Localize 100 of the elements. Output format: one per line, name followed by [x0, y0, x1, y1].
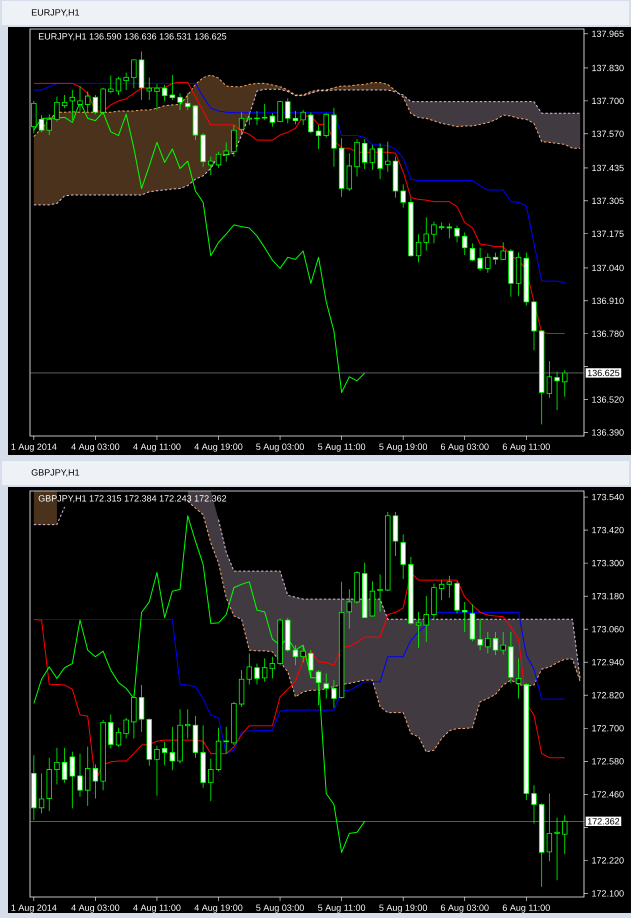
candlestick [185, 92, 190, 110]
x-tick-label: 6 Aug 03:00 [440, 444, 489, 452]
y-tick-label: 137.965 [592, 30, 624, 37]
candlestick [500, 242, 506, 260]
candlestick [377, 143, 383, 180]
chart-subtitle: GBPJPY,H1 172.315 172.384 172.243 172.362 [38, 495, 226, 503]
candlestick [224, 726, 229, 754]
candlestick [216, 151, 222, 168]
candlestick [470, 242, 476, 262]
candlestick [531, 784, 537, 824]
candlestick [92, 94, 98, 115]
candlestick [400, 184, 406, 208]
candlestick [185, 708, 190, 739]
candlestick [346, 588, 352, 630]
candlestick [370, 144, 376, 170]
candlestick [170, 726, 176, 770]
candlestick [208, 156, 214, 176]
candlestick [346, 152, 352, 192]
candlestick [162, 741, 168, 766]
candlestick [170, 74, 176, 100]
candlestick [54, 747, 60, 785]
candlestick [554, 371, 560, 411]
candlestick [546, 360, 552, 398]
y-tick-label: 137.435 [592, 164, 624, 172]
candlestick [77, 753, 83, 798]
x-tick-label: 4 Aug 03:00 [71, 904, 120, 913]
y-tick-label: 172.460 [592, 791, 624, 798]
candlestick [331, 680, 337, 708]
candlestick [385, 141, 390, 172]
candlestick [116, 727, 122, 748]
y-tick-label: 137.175 [592, 230, 624, 237]
candlestick [208, 758, 214, 802]
candlestick [462, 602, 468, 632]
candlestick [377, 574, 383, 612]
candlestick [324, 673, 329, 699]
y-tick-label: 173.420 [592, 526, 624, 534]
ref-line-label: 172.362 [588, 818, 620, 824]
x-tick-label: 4 Aug 19:00 [194, 444, 242, 452]
candlestick [554, 817, 560, 881]
candlestick [362, 138, 368, 170]
candlestick [108, 714, 114, 749]
candlestick [431, 221, 437, 244]
candlestick [316, 124, 322, 150]
y-tick-label: 172.700 [592, 725, 624, 732]
x-tick-label: 5 Aug 03:00 [256, 444, 304, 452]
candlestick [70, 751, 76, 809]
candlestick [477, 247, 483, 272]
candlestick [146, 77, 152, 100]
candlestick [238, 112, 244, 136]
y-tick-label: 172.940 [592, 659, 624, 666]
candlestick [123, 72, 129, 90]
candlestick [92, 764, 98, 799]
candlestick [154, 745, 160, 796]
candlestick [108, 75, 114, 94]
candlestick [292, 644, 298, 666]
candlestick [154, 84, 160, 110]
x-tick-label: 5 Aug 03:00 [256, 904, 304, 913]
candlestick [285, 98, 290, 124]
y-tick-label: 137.040 [592, 264, 624, 272]
y-tick-label: 136.390 [592, 429, 624, 436]
candlestick [270, 112, 276, 128]
candlestick [116, 76, 122, 96]
x-tick-label: 5 Aug 19:00 [379, 444, 428, 452]
candlestick [446, 222, 452, 239]
candlestick [38, 114, 44, 133]
chart-subtitle: EURJPY,H1 136.590 136.636 136.531 136.625 [38, 33, 226, 41]
candlestick [424, 595, 429, 642]
y-tick-label: 172.580 [592, 758, 624, 764]
ref-line-label: 136.625 [588, 370, 620, 376]
y-tick-label: 172.820 [592, 692, 624, 698]
x-tick-label: 5 Aug 11:00 [318, 444, 366, 452]
candlestick [123, 717, 129, 739]
x-tick-label: 6 Aug 03:00 [440, 904, 489, 913]
candlestick [231, 124, 237, 157]
x-tick-label: 5 Aug 11:00 [318, 904, 366, 913]
candlestick [85, 91, 90, 113]
candlestick [62, 94, 68, 109]
y-tick-label: 136.780 [592, 330, 624, 337]
candlestick [316, 670, 322, 706]
y-tick-label: 173.060 [592, 626, 624, 632]
x-tick-label: 4 Aug 03:00 [71, 444, 120, 452]
x-tick-label: 4 Aug 19:00 [194, 904, 242, 913]
candlestick [292, 110, 298, 125]
y-tick-label: 173.540 [592, 494, 624, 500]
candlestick [500, 632, 506, 655]
y-tick-label: 173.180 [592, 592, 624, 600]
line-series [33, 515, 366, 853]
candlestick [270, 656, 276, 679]
candlestick [308, 650, 314, 679]
candlestick [438, 580, 444, 601]
candlestick [131, 58, 137, 89]
candlestick [224, 142, 229, 162]
y-tick-label: 137.570 [592, 130, 624, 137]
candlestick [492, 632, 498, 656]
candlestick [254, 110, 260, 126]
x-tick-label: 6 Aug 11:00 [502, 904, 550, 913]
candlestick [62, 747, 68, 784]
candlestick [454, 225, 460, 243]
candlestick [300, 646, 306, 663]
candlestick [400, 534, 406, 580]
